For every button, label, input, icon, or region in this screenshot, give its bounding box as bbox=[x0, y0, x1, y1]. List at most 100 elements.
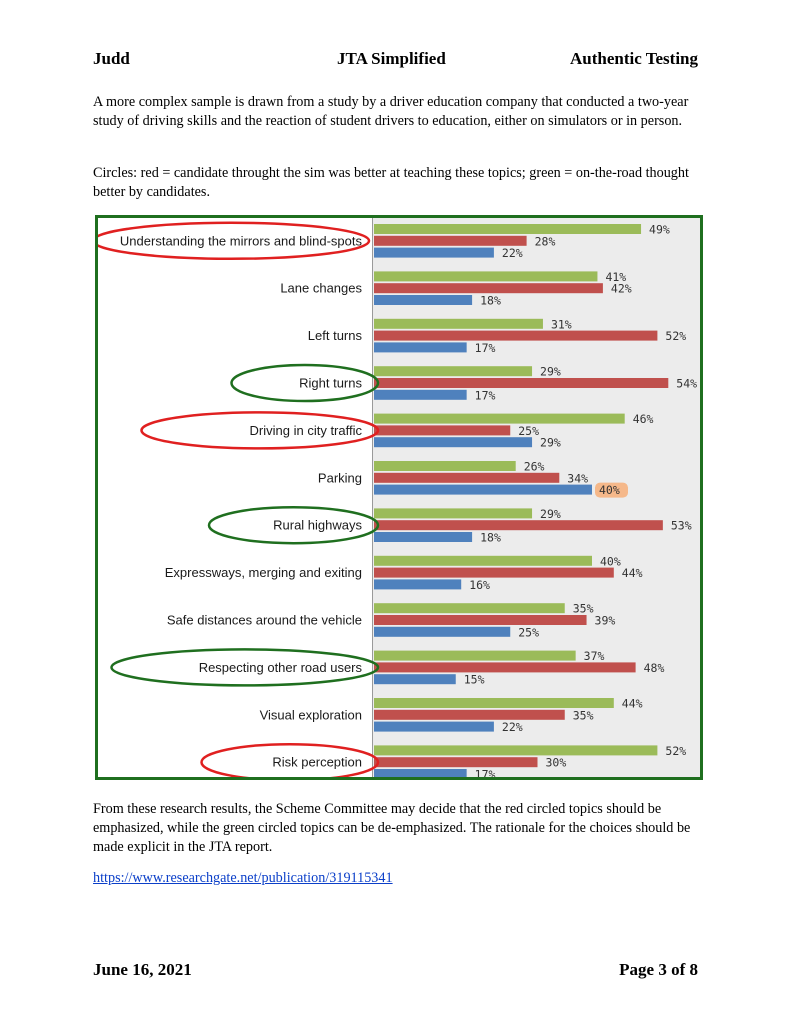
value-label: 40% bbox=[599, 483, 620, 497]
category-label: Parking bbox=[318, 470, 362, 485]
bar bbox=[374, 709, 565, 720]
source-link[interactable]: https://www.researchgate.net/publication… bbox=[93, 870, 393, 886]
footer-date: June 16, 2021 bbox=[93, 960, 192, 979]
category-label: Risk perception bbox=[272, 755, 362, 770]
category-axis bbox=[372, 218, 373, 777]
bar bbox=[374, 484, 592, 495]
bar bbox=[374, 615, 587, 625]
value-label: 44% bbox=[622, 566, 643, 580]
intro-paragraph: A more complex sample is drawn from a st… bbox=[93, 94, 689, 129]
value-label: 25% bbox=[518, 424, 539, 438]
value-label: 39% bbox=[595, 614, 616, 628]
value-label: 28% bbox=[535, 234, 556, 248]
value-label: 44% bbox=[622, 697, 643, 711]
value-label: 41% bbox=[605, 270, 626, 284]
value-label: 53% bbox=[671, 519, 692, 533]
value-label: 35% bbox=[573, 602, 594, 616]
bar bbox=[374, 342, 467, 353]
category-label: Driving in city traffic bbox=[250, 423, 363, 438]
value-label: 22% bbox=[502, 720, 523, 734]
bar bbox=[374, 508, 533, 519]
header-title: JTA Simplified bbox=[337, 49, 446, 68]
value-label: 18% bbox=[480, 531, 501, 545]
footer-page-number: Page 3 of 8 bbox=[619, 960, 698, 979]
value-label: 34% bbox=[567, 471, 588, 485]
category-label: Respecting other road users bbox=[199, 660, 363, 675]
bar bbox=[374, 579, 462, 590]
bar bbox=[374, 532, 473, 542]
header-section: Authentic Testing bbox=[570, 49, 698, 68]
value-label: 46% bbox=[633, 412, 654, 426]
bar bbox=[374, 389, 467, 400]
value-label: 18% bbox=[480, 294, 501, 308]
category-circle bbox=[110, 648, 380, 687]
bar bbox=[374, 674, 456, 685]
bar bbox=[374, 235, 527, 246]
category-label: Rural highways bbox=[273, 518, 362, 533]
value-label: 16% bbox=[469, 578, 490, 592]
category-circle bbox=[140, 411, 380, 450]
value-label: 37% bbox=[584, 649, 605, 663]
value-label: 48% bbox=[644, 661, 665, 675]
value-label: 25% bbox=[518, 625, 539, 639]
bar bbox=[374, 224, 642, 234]
category-circle bbox=[207, 505, 380, 545]
bar bbox=[374, 626, 511, 637]
bar bbox=[374, 271, 598, 282]
value-label: 30% bbox=[546, 756, 567, 770]
bar bbox=[374, 745, 658, 756]
value-label-highlight bbox=[595, 482, 628, 498]
bar bbox=[374, 769, 467, 777]
bar bbox=[374, 425, 511, 436]
bar bbox=[374, 330, 658, 341]
category-label: Lane changes bbox=[280, 281, 362, 296]
bar bbox=[374, 378, 669, 388]
category-label: Understanding the mirrors and blind-spot… bbox=[120, 233, 363, 248]
bar bbox=[374, 650, 576, 661]
conclusion-paragraph: From these research results, the Scheme … bbox=[93, 801, 691, 855]
bar bbox=[374, 295, 473, 305]
value-label: 15% bbox=[464, 673, 485, 687]
bar bbox=[374, 247, 494, 258]
category-label: Right turns bbox=[299, 376, 362, 391]
category-label: Expressways, merging and exiting bbox=[165, 565, 362, 580]
value-label: 52% bbox=[665, 744, 686, 758]
value-label: 17% bbox=[475, 341, 496, 355]
bar bbox=[374, 437, 533, 448]
bar bbox=[374, 283, 603, 294]
bar bbox=[374, 603, 565, 614]
bar bbox=[374, 472, 560, 483]
value-label: 22% bbox=[502, 246, 523, 260]
value-label: 54% bbox=[676, 377, 697, 391]
value-label: 40% bbox=[600, 554, 621, 568]
value-label: 29% bbox=[540, 365, 561, 379]
circles-legend-paragraph: Circles: red = candidate throught the si… bbox=[93, 165, 689, 200]
bar bbox=[374, 698, 614, 708]
category-circle bbox=[200, 742, 380, 777]
bar-chart: 49% 28% 22% Understanding the mirrors and b… bbox=[95, 215, 703, 780]
value-label: 29% bbox=[540, 507, 561, 521]
category-label: Left turns bbox=[308, 328, 363, 343]
bar bbox=[374, 567, 614, 578]
value-label: 35% bbox=[573, 708, 594, 722]
bar bbox=[374, 318, 543, 329]
value-label: 17% bbox=[475, 388, 496, 402]
category-label: Safe distances around the vehicle bbox=[167, 613, 362, 628]
value-label: 52% bbox=[665, 329, 686, 343]
value-label: 17% bbox=[475, 768, 496, 778]
bar bbox=[374, 721, 494, 732]
bar bbox=[374, 413, 625, 424]
bar bbox=[374, 366, 533, 377]
value-label: 49% bbox=[649, 223, 670, 237]
value-label: 31% bbox=[551, 317, 572, 331]
bar bbox=[374, 520, 663, 531]
bar bbox=[374, 461, 516, 471]
value-label: 42% bbox=[611, 282, 632, 296]
bar bbox=[374, 555, 592, 566]
value-label: 26% bbox=[524, 460, 545, 474]
category-circle bbox=[230, 363, 380, 403]
value-label: 29% bbox=[540, 436, 561, 450]
category-label: Visual exploration bbox=[260, 707, 362, 722]
chart-svg: 49% 28% 22% Understanding the mirrors and b… bbox=[98, 221, 697, 778]
category-circle bbox=[98, 221, 371, 261]
